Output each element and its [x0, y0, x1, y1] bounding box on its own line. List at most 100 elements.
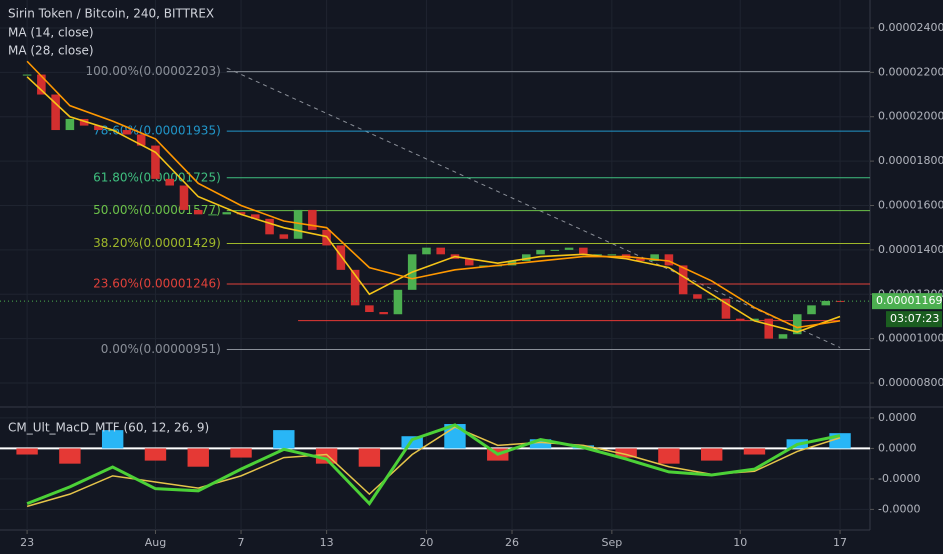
x-tick-label: 17	[833, 536, 847, 549]
candle-body	[807, 305, 816, 315]
candle-body	[279, 234, 289, 239]
candle-body	[308, 209, 317, 230]
fib-label: 38.20%(0.00001429)	[93, 236, 221, 250]
candle-body	[165, 178, 174, 186]
candle-body	[65, 118, 75, 131]
histogram-bar	[101, 430, 124, 449]
x-tick-label: 10	[733, 536, 747, 549]
candle-body	[151, 145, 160, 179]
candle-body	[650, 254, 659, 261]
y-tick-label: 0.00000800	[878, 376, 943, 389]
candle-body	[593, 254, 602, 256]
countdown: 03:07:23	[890, 312, 939, 325]
y-tick-label: -0.0000	[878, 472, 920, 485]
candle-body	[179, 185, 189, 210]
candle-body	[693, 294, 702, 299]
price-tag	[872, 293, 942, 310]
chart-title: Sirin Token / Bitcoin, 240, BITTREX	[8, 7, 214, 21]
candle-body	[564, 247, 574, 250]
candle-body	[579, 247, 588, 255]
legend-entry: MA (14, close)	[8, 26, 94, 40]
candle-body	[293, 209, 303, 239]
candle-body	[436, 247, 445, 255]
y-tick-label: 0.00002200	[878, 65, 943, 78]
trend-line	[226, 67, 841, 348]
fib-label: 0.00%(0.00000951)	[101, 342, 221, 356]
candle-body	[735, 318, 745, 321]
ma-line	[26, 60, 841, 329]
candle-body	[136, 134, 146, 146]
legend-entry: MA (28, close)	[8, 44, 94, 58]
candle-body	[707, 298, 716, 300]
histogram-bar	[187, 448, 209, 467]
histogram-bar	[144, 448, 167, 461]
candle-body	[208, 214, 217, 216]
y-tick-label: 0.00002400	[878, 21, 943, 34]
candle-body	[379, 312, 388, 315]
candle-body	[792, 314, 802, 335]
histogram-bar	[529, 439, 552, 449]
fib-label: 23.60%(0.00001246)	[93, 277, 221, 291]
histogram-bar	[273, 430, 295, 449]
x-tick-label: Aug	[145, 536, 166, 549]
candle-body	[51, 94, 60, 131]
indicator-title: CM_Ult_MacD_MTF (60, 12, 26, 9)	[8, 421, 209, 435]
candle-body	[664, 254, 674, 266]
y-tick-label: -0.0000	[878, 502, 920, 515]
price-tag-label: 0.00001169	[876, 294, 942, 307]
histogram-bar	[615, 448, 637, 458]
y-tick-label: 0.0000	[878, 411, 917, 424]
fib-label: 100.00%(0.00002203)	[85, 64, 220, 78]
x-tick-label: 13	[320, 536, 334, 549]
candle-body	[721, 298, 731, 319]
ma-line	[26, 76, 841, 333]
candle-body	[236, 212, 246, 215]
candle-body	[122, 130, 132, 135]
candle-body	[764, 318, 774, 339]
candle-body	[821, 300, 831, 306]
candle-body	[37, 74, 46, 95]
x-tick-label: 26	[505, 536, 519, 549]
histogram-bar	[59, 448, 81, 464]
x-tick-label: Sep	[601, 536, 622, 549]
histogram-bar	[230, 448, 252, 458]
x-tick-label: 20	[419, 536, 433, 549]
candle-body	[464, 258, 474, 266]
fib-label: 50.00%(0.00001577)	[93, 203, 221, 217]
y-tick-label: 0.00001600	[878, 198, 943, 211]
candle-body	[550, 249, 560, 251]
candle-body	[536, 249, 545, 255]
candle-body	[750, 318, 759, 321]
x-tick-label: 7	[238, 536, 245, 549]
candle-body	[778, 334, 788, 339]
x-tick-label: 23	[20, 536, 34, 549]
candle-body	[193, 209, 203, 215]
candle-body	[522, 254, 531, 261]
y-tick-label: 0.00002000	[878, 110, 943, 123]
histogram-bar	[16, 448, 38, 455]
histogram-bar	[700, 448, 723, 461]
macd-line	[26, 423, 841, 506]
candle-body	[22, 74, 32, 76]
y-tick-label: 0.00001400	[878, 243, 943, 256]
candle-body	[336, 245, 346, 270]
histogram-bar	[658, 448, 680, 464]
candle-body	[422, 247, 431, 255]
countdown-tag	[886, 311, 942, 328]
y-tick-label: 0.00001800	[878, 154, 943, 167]
y-tick-label: 0.00001000	[878, 332, 943, 345]
candle-body	[350, 269, 360, 306]
candle-body	[79, 118, 89, 126]
candle-body	[636, 258, 645, 261]
candle-body	[222, 212, 232, 215]
histogram-bar	[743, 448, 766, 455]
candle-body	[479, 265, 488, 267]
candle-body	[265, 218, 274, 235]
candle-body	[393, 289, 403, 315]
candle-body	[94, 125, 103, 131]
y-tick-label: 0.0000	[878, 441, 917, 454]
candle-body	[365, 305, 374, 313]
candle-body	[607, 254, 617, 256]
